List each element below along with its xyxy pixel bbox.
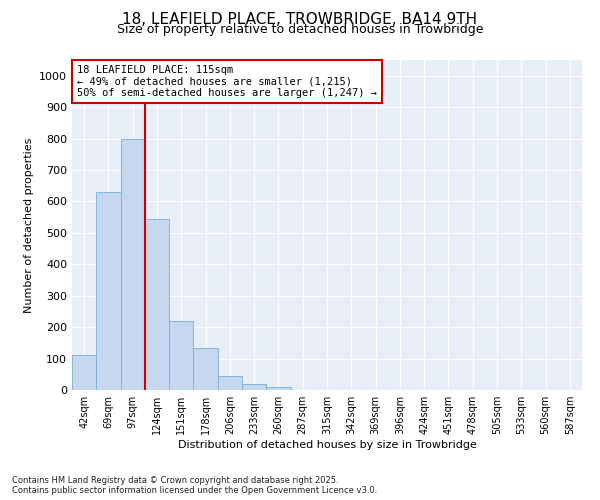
Text: 18 LEAFIELD PLACE: 115sqm
← 49% of detached houses are smaller (1,215)
50% of se: 18 LEAFIELD PLACE: 115sqm ← 49% of detac… <box>77 65 377 98</box>
Bar <box>145 218 169 390</box>
Bar <box>218 376 242 390</box>
Bar <box>169 321 193 390</box>
Bar <box>193 348 218 390</box>
Bar <box>266 387 290 390</box>
Text: 18, LEAFIELD PLACE, TROWBRIDGE, BA14 9TH: 18, LEAFIELD PLACE, TROWBRIDGE, BA14 9TH <box>122 12 478 28</box>
Bar <box>121 138 145 390</box>
X-axis label: Distribution of detached houses by size in Trowbridge: Distribution of detached houses by size … <box>178 440 476 450</box>
Text: Size of property relative to detached houses in Trowbridge: Size of property relative to detached ho… <box>117 22 483 36</box>
Y-axis label: Number of detached properties: Number of detached properties <box>23 138 34 312</box>
Bar <box>96 192 121 390</box>
Bar <box>242 384 266 390</box>
Bar <box>72 356 96 390</box>
Text: Contains HM Land Registry data © Crown copyright and database right 2025.
Contai: Contains HM Land Registry data © Crown c… <box>12 476 377 495</box>
